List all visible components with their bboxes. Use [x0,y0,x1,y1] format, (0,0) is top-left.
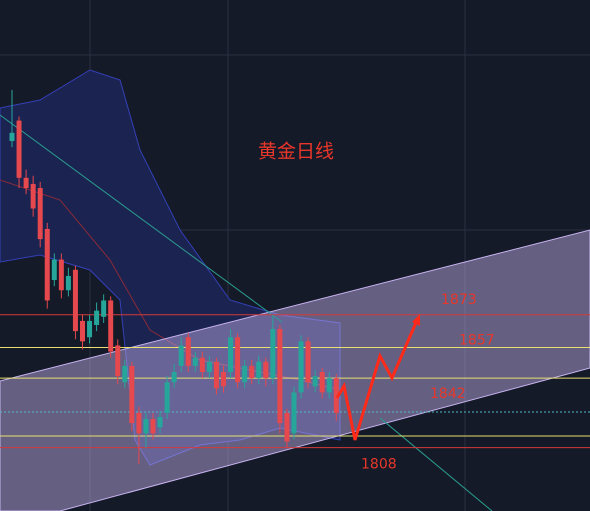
candle-body [291,392,297,434]
candle-body [178,345,184,366]
candle-body [326,378,332,393]
arrow-head [412,314,420,326]
candle-body [192,357,198,366]
candle-body [199,357,205,373]
level-label: 1857 [459,332,495,348]
candle-body [270,329,276,379]
candle-body [122,365,128,383]
candle-body [136,412,142,434]
candle-body [235,337,241,383]
candle-body [94,310,100,325]
candle-body [150,419,156,434]
candle-body [213,361,219,389]
level-label: 1873 [441,292,477,308]
level-label: 1842 [430,386,466,402]
candle-body [115,345,121,377]
candle-body [129,365,135,424]
candle-body [23,177,29,189]
level-label: 1808 [361,457,397,473]
channel [0,229,590,511]
candle-body [51,259,57,281]
candle-body [333,378,339,413]
candle-body [221,372,226,387]
candle-body [298,341,304,393]
candle-body [101,300,107,317]
candle-body [44,228,50,301]
candle-body [80,320,85,342]
chart-title: 黄金日线 [258,141,334,163]
trend-line [0,114,283,323]
candle-body [157,416,163,428]
bollinger-band [0,69,341,466]
candle-body [312,376,318,387]
candle-body [277,329,283,424]
candle-body [171,372,177,383]
candle-body [249,365,255,379]
candle-body [72,269,78,332]
candle-body [87,320,93,338]
forecast-path [335,317,420,441]
candle-body [108,300,114,352]
candle-body [37,188,43,240]
candle-body [9,132,15,142]
candle-body [185,337,191,366]
candle-body [305,341,311,383]
candle-body [242,365,248,383]
trend-line [379,417,493,511]
candle-body [164,382,170,413]
candle-body [30,183,36,209]
candle-body [206,361,212,373]
candle-body [319,372,325,393]
candle-body [256,361,262,379]
candle-body [284,412,290,442]
candle-body [16,120,22,178]
candle-body [143,419,149,434]
candle-body [65,275,71,291]
candle-body [228,337,234,373]
candle-body [58,259,64,291]
candle-body [263,361,269,379]
